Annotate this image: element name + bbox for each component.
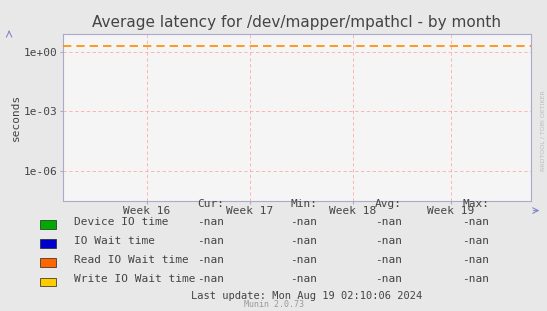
Text: -nan: -nan	[197, 274, 224, 284]
Text: -nan: -nan	[290, 236, 317, 246]
Text: Munin 2.0.73: Munin 2.0.73	[243, 300, 304, 309]
Text: -nan: -nan	[197, 255, 224, 265]
Y-axis label: seconds: seconds	[11, 94, 21, 141]
Text: -nan: -nan	[197, 216, 224, 226]
Text: Cur:: Cur:	[197, 199, 224, 209]
Text: -nan: -nan	[375, 255, 402, 265]
Text: Write IO Wait time: Write IO Wait time	[74, 274, 195, 284]
Text: -nan: -nan	[197, 236, 224, 246]
Text: -nan: -nan	[290, 216, 317, 226]
Text: -nan: -nan	[462, 236, 490, 246]
Text: -nan: -nan	[375, 216, 402, 226]
Text: -nan: -nan	[290, 274, 317, 284]
Text: -nan: -nan	[462, 216, 490, 226]
Text: -nan: -nan	[290, 255, 317, 265]
Text: -nan: -nan	[375, 236, 402, 246]
Text: Avg:: Avg:	[375, 199, 402, 209]
Text: -nan: -nan	[462, 255, 490, 265]
Text: -nan: -nan	[375, 274, 402, 284]
Title: Average latency for /dev/mapper/mpathcl - by month: Average latency for /dev/mapper/mpathcl …	[92, 15, 501, 30]
Text: IO Wait time: IO Wait time	[74, 236, 155, 246]
Text: RRDTOOL / TOBI OETIKER: RRDTOOL / TOBI OETIKER	[541, 90, 546, 171]
Text: Read IO Wait time: Read IO Wait time	[74, 255, 189, 265]
Text: Last update: Mon Aug 19 02:10:06 2024: Last update: Mon Aug 19 02:10:06 2024	[191, 291, 422, 301]
Text: Max:: Max:	[462, 199, 490, 209]
Text: Device IO time: Device IO time	[74, 216, 168, 226]
Text: Min:: Min:	[290, 199, 317, 209]
Text: -nan: -nan	[462, 274, 490, 284]
